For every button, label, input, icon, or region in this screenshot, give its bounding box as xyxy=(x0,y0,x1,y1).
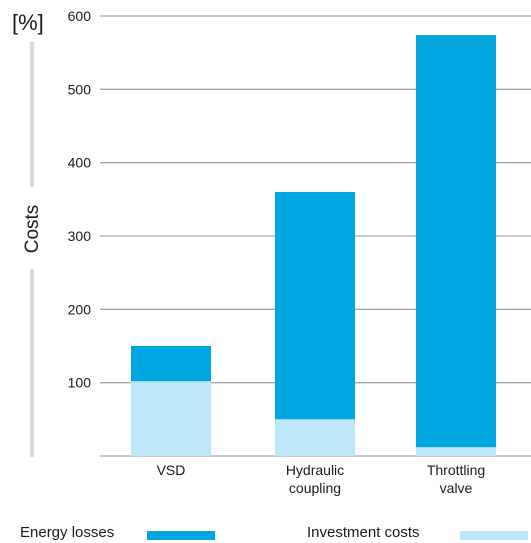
x-category-label-1-1: coupling xyxy=(289,480,341,496)
y-tick-label-600: 600 xyxy=(68,8,92,24)
y-tick-label-300: 300 xyxy=(68,228,92,244)
legend-label-investment-costs: Investment costs xyxy=(307,524,420,541)
bar-investment-costs-0 xyxy=(131,381,211,456)
legend-swatch-energy-losses xyxy=(147,531,215,540)
bars xyxy=(131,35,496,456)
y-tick-labels: 100 200 300 400 500 600 xyxy=(68,8,92,391)
x-category-label-2-1: valve xyxy=(440,480,473,496)
y-tick-label-200: 200 xyxy=(68,301,92,317)
y-axis-bar-top xyxy=(30,42,34,187)
x-category-label-0-0: VSD xyxy=(157,462,186,478)
x-category-label-1-0: Hydraulic xyxy=(286,462,344,478)
bar-energy-losses-2 xyxy=(416,35,496,448)
y-axis-bar-bottom xyxy=(30,269,34,457)
y-tick-label-500: 500 xyxy=(68,81,92,97)
bar-energy-losses-0 xyxy=(131,346,211,382)
legend-swatch-investment-costs xyxy=(460,531,528,540)
bar-investment-costs-1 xyxy=(275,419,355,456)
x-category-labels: VSD Hydraulic coupling Throttling valve xyxy=(157,462,486,496)
y-axis-decoration xyxy=(30,42,34,457)
bar-energy-losses-1 xyxy=(275,192,355,420)
y-tick-label-100: 100 xyxy=(68,375,92,391)
x-category-label-2-0: Throttling xyxy=(427,462,485,478)
y-tick-label-400: 400 xyxy=(68,155,92,171)
bar-investment-costs-2 xyxy=(416,447,496,456)
y-axis-label: Costs xyxy=(22,205,43,254)
y-unit-label: [%] xyxy=(12,10,44,35)
legend-label-energy-losses: Energy losses xyxy=(20,524,115,541)
